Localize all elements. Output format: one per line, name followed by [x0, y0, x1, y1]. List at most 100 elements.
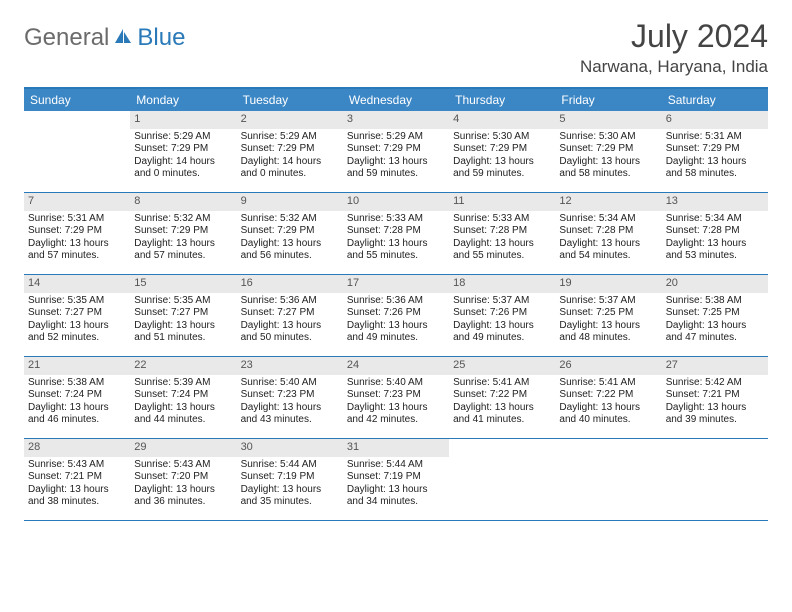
daylight-text: Daylight: 13 hours and 59 minutes.	[347, 156, 445, 181]
day-cell: 16Sunrise: 5:36 AMSunset: 7:27 PMDayligh…	[237, 275, 343, 356]
day-number: 23	[237, 357, 343, 375]
sunrise-text: Sunrise: 5:39 AM	[134, 377, 232, 390]
sunset-text: Sunset: 7:23 PM	[347, 389, 445, 402]
weekday-header: Saturday	[662, 89, 768, 111]
day-cell: 15Sunrise: 5:35 AMSunset: 7:27 PMDayligh…	[130, 275, 236, 356]
day-cell: 21Sunrise: 5:38 AMSunset: 7:24 PMDayligh…	[24, 357, 130, 438]
day-number: 8	[130, 193, 236, 211]
day-number: 9	[237, 193, 343, 211]
day-number: 3	[343, 111, 449, 129]
day-number: 26	[555, 357, 661, 375]
sunrise-text: Sunrise: 5:36 AM	[347, 295, 445, 308]
day-cell: 13Sunrise: 5:34 AMSunset: 7:28 PMDayligh…	[662, 193, 768, 274]
sunset-text: Sunset: 7:23 PM	[241, 389, 339, 402]
day-number: 18	[449, 275, 555, 293]
day-cell: 24 Sunrise: 5:40 AMSunset: 7:23 PMDayligh…	[343, 357, 449, 438]
daylight-text: Daylight: 13 hours and 46 minutes.	[28, 402, 126, 427]
title-block: July 2024 Narwana, Haryana, India	[580, 18, 768, 77]
daylight-text: Daylight: 13 hours and 42 minutes.	[347, 402, 445, 427]
daylight-text: Daylight: 13 hours and 58 minutes.	[559, 156, 657, 181]
daylight-text: Daylight: 13 hours and 40 minutes.	[559, 402, 657, 427]
sunrise-text: Sunrise: 5:29 AM	[134, 131, 232, 144]
daylight-text: Daylight: 13 hours and 54 minutes.	[559, 238, 657, 263]
daylight-text: Daylight: 13 hours and 55 minutes.	[453, 238, 551, 263]
sunset-text: Sunset: 7:25 PM	[666, 307, 764, 320]
daylight-text: Daylight: 13 hours and 57 minutes.	[28, 238, 126, 263]
sunset-text: Sunset: 7:28 PM	[453, 225, 551, 238]
sunset-text: Sunset: 7:29 PM	[241, 225, 339, 238]
day-number: 16	[237, 275, 343, 293]
sunrise-text: Sunrise: 5:38 AM	[666, 295, 764, 308]
weekday-header: Thursday	[449, 89, 555, 111]
day-number: 25	[449, 357, 555, 375]
day-cell: 10Sunrise: 5:33 AMSunset: 7:28 PMDayligh…	[343, 193, 449, 274]
daylight-text: Daylight: 13 hours and 53 minutes.	[666, 238, 764, 263]
week-row: 21Sunrise: 5:38 AMSunset: 7:24 PMDayligh…	[24, 357, 768, 439]
sunrise-text: Sunrise: 5:33 AM	[453, 213, 551, 226]
day-number: 12	[555, 193, 661, 211]
sunrise-text: Sunrise: 5:43 AM	[134, 459, 232, 472]
sunset-text: Sunset: 7:29 PM	[666, 143, 764, 156]
sunrise-text: Sunrise: 5:38 AM	[28, 377, 126, 390]
weekday-header: Tuesday	[237, 89, 343, 111]
day-number: 30	[237, 439, 343, 457]
day-cell: 26Sunrise: 5:41 AMSunset: 7:22 PMDayligh…	[555, 357, 661, 438]
day-number: 15	[130, 275, 236, 293]
day-cell: 22Sunrise: 5:39 AMSunset: 7:24 PMDayligh…	[130, 357, 236, 438]
sunrise-text: Sunrise: 5:40 AM	[347, 377, 445, 390]
day-cell: 9 Sunrise: 5:32 AMSunset: 7:29 PMDaylight…	[237, 193, 343, 274]
sunrise-text: Sunrise: 5:41 AM	[453, 377, 551, 390]
week-row: .1Sunrise: 5:29 AMSunset: 7:29 PMDayligh…	[24, 111, 768, 193]
sunset-text: Sunset: 7:29 PM	[134, 225, 232, 238]
day-cell: 17Sunrise: 5:36 AMSunset: 7:26 PMDayligh…	[343, 275, 449, 356]
sunrise-text: Sunrise: 5:43 AM	[28, 459, 126, 472]
daylight-text: Daylight: 13 hours and 59 minutes.	[453, 156, 551, 181]
page-header: General Blue July 2024 Narwana, Haryana,…	[24, 18, 768, 77]
daylight-text: Daylight: 13 hours and 56 minutes.	[241, 238, 339, 263]
daylight-text: Daylight: 13 hours and 49 minutes.	[453, 320, 551, 345]
day-number: 10	[343, 193, 449, 211]
day-number: 27	[662, 357, 768, 375]
sunset-text: Sunset: 7:27 PM	[134, 307, 232, 320]
day-number: 1	[130, 111, 236, 129]
sunset-text: Sunset: 7:25 PM	[559, 307, 657, 320]
logo-text-1: General	[24, 24, 109, 52]
day-cell: 14Sunrise: 5:35 AMSunset: 7:27 PMDayligh…	[24, 275, 130, 356]
day-cell: 12Sunrise: 5:34 AMSunset: 7:28 PMDayligh…	[555, 193, 661, 274]
sunrise-text: Sunrise: 5:33 AM	[347, 213, 445, 226]
day-cell: 27Sunrise: 5:42 AMSunset: 7:21 PMDayligh…	[662, 357, 768, 438]
day-cell: 19Sunrise: 5:37 AMSunset: 7:25 PMDayligh…	[555, 275, 661, 356]
sunset-text: Sunset: 7:29 PM	[28, 225, 126, 238]
weekday-header: Friday	[555, 89, 661, 111]
daylight-text: Daylight: 13 hours and 36 minutes.	[134, 484, 232, 509]
week-row: 28Sunrise: 5:43 AMSunset: 7:21 PMDayligh…	[24, 439, 768, 521]
day-cell: 23Sunrise: 5:40 AMSunset: 7:23 PMDayligh…	[237, 357, 343, 438]
logo-text-2: Blue	[137, 24, 185, 52]
weekday-header-row: SundayMondayTuesdayWednesdayThursdayFrid…	[24, 89, 768, 111]
day-cell: 20Sunrise: 5:38 AMSunset: 7:25 PMDayligh…	[662, 275, 768, 356]
sunset-text: Sunset: 7:26 PM	[347, 307, 445, 320]
day-number: 2	[237, 111, 343, 129]
sunrise-text: Sunrise: 5:42 AM	[666, 377, 764, 390]
day-number: 7	[24, 193, 130, 211]
day-number: 22	[130, 357, 236, 375]
sunrise-text: Sunrise: 5:41 AM	[559, 377, 657, 390]
sunset-text: Sunset: 7:28 PM	[559, 225, 657, 238]
day-cell: 6Sunrise: 5:31 AMSunset: 7:29 PMDaylight…	[662, 111, 768, 192]
week-row: 14Sunrise: 5:35 AMSunset: 7:27 PMDayligh…	[24, 275, 768, 357]
sunrise-text: Sunrise: 5:32 AM	[241, 213, 339, 226]
calendar-page: General Blue July 2024 Narwana, Haryana,…	[0, 0, 792, 539]
sunrise-text: Sunrise: 5:40 AM	[241, 377, 339, 390]
day-number: 5	[555, 111, 661, 129]
day-cell: .	[24, 111, 130, 192]
day-number: 31	[343, 439, 449, 457]
sunrise-text: Sunrise: 5:34 AM	[666, 213, 764, 226]
sunrise-text: Sunrise: 5:35 AM	[28, 295, 126, 308]
weeks-container: .1Sunrise: 5:29 AMSunset: 7:29 PMDayligh…	[24, 111, 768, 521]
day-cell: 1Sunrise: 5:29 AMSunset: 7:29 PMDaylight…	[130, 111, 236, 192]
day-number: 4	[449, 111, 555, 129]
day-cell: 11Sunrise: 5:33 AMSunset: 7:28 PMDayligh…	[449, 193, 555, 274]
sunset-text: Sunset: 7:29 PM	[347, 143, 445, 156]
day-number: 24	[343, 357, 449, 375]
daylight-text: Daylight: 13 hours and 57 minutes.	[134, 238, 232, 263]
